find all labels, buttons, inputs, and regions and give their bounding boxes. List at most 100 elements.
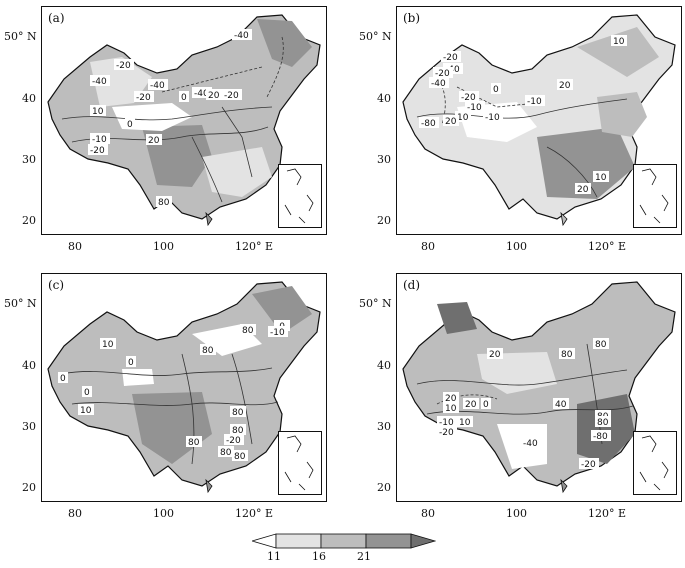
y-tick: 30 xyxy=(377,153,391,166)
colorbar-segment xyxy=(365,533,412,549)
south-china-sea-inset xyxy=(633,164,677,228)
contour-label: 10 xyxy=(595,173,607,183)
contour-label: -10 xyxy=(92,135,107,145)
south-china-sea-inset xyxy=(633,431,677,495)
contour-label: -20 xyxy=(90,146,105,156)
y-tick: 20 xyxy=(377,481,391,494)
contour-label: -80 xyxy=(593,432,608,442)
y-tick: 30 xyxy=(22,420,36,433)
contour-label: -20 xyxy=(136,93,151,103)
contour-label: 10 xyxy=(613,37,625,47)
contour-label: -20 xyxy=(226,436,241,446)
contour-label: 80 xyxy=(597,418,609,428)
y-tick: 20 xyxy=(22,214,36,227)
y-tick: 40 xyxy=(377,92,391,105)
x-tick: 100 xyxy=(506,507,527,520)
contour-label: 0 xyxy=(60,374,66,384)
contour-label: 40 xyxy=(555,400,567,410)
contour-label: 10 xyxy=(459,418,471,428)
x-tick: 120° E xyxy=(588,240,627,253)
contour-label: -40 xyxy=(92,77,107,87)
contour-label: 80 xyxy=(234,452,246,462)
contour-label: -20 xyxy=(435,69,450,79)
contour-label: 20 xyxy=(148,136,160,146)
colorbar xyxy=(252,533,436,549)
colorbar-segment xyxy=(410,533,436,549)
colorbar-label: 11 xyxy=(267,550,281,563)
contour-label: 20 xyxy=(208,91,220,101)
map-china: -0 -10 80 10 0 80 0 10 0 80 80 80 -20 80… xyxy=(47,281,321,494)
colorbar-label: 21 xyxy=(357,550,371,563)
y-tick: 20 xyxy=(377,214,391,227)
contour-label: -20 xyxy=(439,428,454,438)
x-tick: 100 xyxy=(153,507,174,520)
map-china: -40 -20 -40 10 -40 -20 -40 20 0 -20 0 -1… xyxy=(47,14,321,227)
map-frame: 80 20 80 80 20 40 10 0 20 10 -10 -20 80 … xyxy=(396,273,682,502)
map-frame: -40 -20 -40 10 -40 -20 -40 20 0 -20 0 -1… xyxy=(41,6,327,235)
y-tick: 30 xyxy=(377,420,391,433)
contour-label: 0 xyxy=(483,400,489,410)
contour-label: -40 xyxy=(194,89,209,99)
contour-label: -10 xyxy=(270,328,285,338)
contour-label: -20 xyxy=(581,460,596,470)
contour-label: 80 xyxy=(158,198,170,208)
y-tick: 40 xyxy=(22,92,36,105)
contour-label: 20 xyxy=(445,394,457,404)
map-china: 10 -20 -40 -20 -40 20 0 -20 -10 10 -80 2… xyxy=(402,14,676,227)
contour-label: 20 xyxy=(577,185,589,195)
contour-label: -10 xyxy=(439,418,454,428)
y-tick: 40 xyxy=(22,359,36,372)
y-tick: 20 xyxy=(22,481,36,494)
panel-label: (c) xyxy=(48,278,65,292)
contour-label: 0 xyxy=(181,93,187,103)
colorbar-segment xyxy=(252,533,277,549)
contour-label: 0 xyxy=(493,85,499,95)
x-tick: 80 xyxy=(421,507,435,520)
south-china-sea-inset xyxy=(278,431,322,495)
map-frame: -0 -10 80 10 0 80 0 10 0 80 80 80 -20 80… xyxy=(41,273,327,502)
contour-label: 80 xyxy=(220,448,232,458)
contour-label: -40 xyxy=(234,31,249,41)
contour-label: 0 xyxy=(84,388,90,398)
contour-label: 10 xyxy=(102,340,114,350)
y-tick: 50° N xyxy=(4,297,37,310)
contour-label: 80 xyxy=(561,350,573,360)
contour-label: 80 xyxy=(188,438,200,448)
contour-label: 0 xyxy=(128,358,134,368)
contour-label: 80 xyxy=(202,346,214,356)
panel-label: (a) xyxy=(48,11,65,25)
contour-label: -10 xyxy=(485,113,500,123)
contour-label: 20 xyxy=(489,350,501,360)
contour-label: -20 xyxy=(461,93,476,103)
y-tick: 50° N xyxy=(359,30,392,43)
x-tick: 100 xyxy=(506,240,527,253)
map-frame: 10 -20 -40 -20 -40 20 0 -20 -10 10 -80 2… xyxy=(396,6,682,235)
contour-label: -20 xyxy=(224,91,239,101)
contour-label: -20 xyxy=(116,61,131,71)
contour-label: 10 xyxy=(457,113,469,123)
contour-label: 20 xyxy=(559,81,571,91)
contour-label: -10 xyxy=(467,103,482,113)
map-china: 80 20 80 80 20 40 10 0 20 10 -10 -20 80 … xyxy=(402,281,676,494)
contour-label: 20 xyxy=(445,117,457,127)
colorbar-segment xyxy=(275,533,322,549)
contour-label: 80 xyxy=(232,408,244,418)
colorbar-segment xyxy=(320,533,367,549)
panel-label: (b) xyxy=(403,11,421,25)
x-tick: 100 xyxy=(153,240,174,253)
contour-label: 80 xyxy=(242,326,254,336)
x-tick: 80 xyxy=(421,240,435,253)
contour-label: -40 xyxy=(431,79,446,89)
y-tick: 50° N xyxy=(4,30,37,43)
x-tick: 120° E xyxy=(235,507,274,520)
colorbar-label: 16 xyxy=(312,550,326,563)
contour-label: -20 xyxy=(443,53,458,63)
x-tick: 120° E xyxy=(235,240,274,253)
y-tick: 50° N xyxy=(359,297,392,310)
contour-label: -40 xyxy=(150,81,165,91)
contour-label: -80 xyxy=(421,119,436,129)
x-tick: 80 xyxy=(68,240,82,253)
contour-label: -10 xyxy=(527,97,542,107)
contour-label: 10 xyxy=(92,107,104,117)
x-tick: 80 xyxy=(68,507,82,520)
